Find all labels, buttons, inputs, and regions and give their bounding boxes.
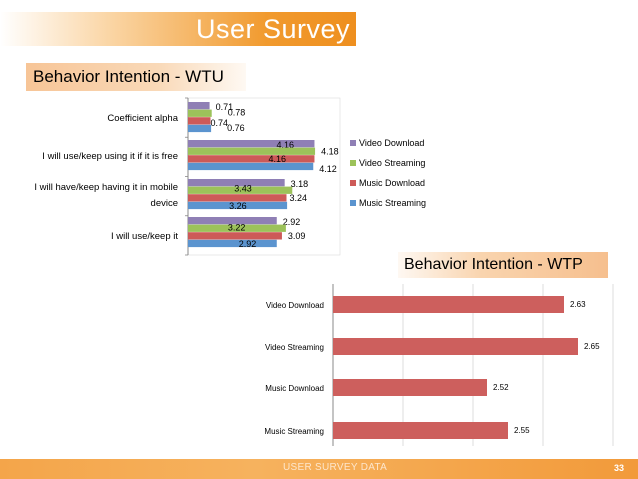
wtp-data-label: 2.52 <box>493 383 509 392</box>
wtu-bar <box>188 140 315 148</box>
wtu-bar <box>188 217 277 225</box>
wtu-category-label: I will use/keep using it if it is free <box>42 151 178 162</box>
wtu-legend-swatch <box>350 160 356 166</box>
wtu-data-label: 3.43 <box>234 184 252 194</box>
footer-text: USER SURVEY DATA <box>283 462 388 473</box>
wtu-data-label: 3.24 <box>289 193 307 203</box>
wtu-data-label: 0.74 <box>210 118 228 128</box>
wtu-category-label: I will use/keep it <box>111 231 178 242</box>
wtu-data-label: 3.09 <box>288 231 306 241</box>
wtu-bar <box>188 155 315 163</box>
wtu-bar <box>188 201 288 210</box>
wtp-category-label: Music Download <box>265 384 324 393</box>
wtu-category-label: I will have/keep having it in mobile <box>34 182 178 193</box>
title-banner: User Survey <box>0 12 356 46</box>
wtu-category-label: Coefficient alpha <box>107 113 178 124</box>
wtu-data-label: 3.22 <box>228 223 246 233</box>
wtu-legend-swatch <box>350 140 356 146</box>
wtp-section-title: Behavior Intention - WTP <box>404 256 583 273</box>
wtu-legend-label: Music Download <box>359 178 425 188</box>
wtu-legend-label: Video Download <box>359 138 424 148</box>
wtp-category-label: Music Streaming <box>264 427 324 436</box>
wtu-legend-swatch <box>350 200 356 206</box>
wtu-category-label: device <box>151 198 178 209</box>
wtu-legend-swatch <box>350 180 356 186</box>
footer-bar: USER SURVEY DATA 33 <box>0 459 638 479</box>
wtu-data-label: 2.92 <box>283 217 301 227</box>
wtu-section-banner: Behavior Intention - WTU <box>26 63 246 91</box>
wtp-bar <box>333 379 487 396</box>
wtu-bar <box>188 224 286 232</box>
wtu-data-label: 0.78 <box>228 108 246 118</box>
wtu-bar <box>188 124 212 133</box>
wtu-data-label: 3.26 <box>229 201 247 211</box>
page-title: User Survey <box>195 14 350 44</box>
wtu-data-label: 4.18 <box>321 147 339 157</box>
wtu-data-label: 0.76 <box>227 123 245 133</box>
wtu-bar <box>188 162 314 171</box>
wtp-section-banner: Behavior Intention - WTP <box>398 252 608 278</box>
wtu-bar <box>188 232 282 240</box>
wtu-bar <box>188 147 316 155</box>
wtu-bar <box>188 102 210 110</box>
wtp-data-label: 2.65 <box>584 342 600 351</box>
wtu-data-label: 4.16 <box>276 140 294 150</box>
wtp-bar <box>333 422 508 439</box>
wtp-bar <box>333 296 564 313</box>
wtu-data-label: 4.16 <box>268 154 286 164</box>
wtu-bar <box>188 109 212 117</box>
wtu-section-title: Behavior Intention - WTU <box>33 67 224 86</box>
wtp-data-label: 2.55 <box>514 426 530 435</box>
wtu-data-label: 3.18 <box>291 179 309 189</box>
wtu-legend-label: Music Streaming <box>359 198 426 208</box>
wtu-bar <box>188 186 293 194</box>
wtu-data-label: 2.92 <box>239 239 257 249</box>
wtp-category-label: Video Streaming <box>265 343 324 352</box>
wtu-bar <box>188 239 277 248</box>
wtu-data-label: 4.12 <box>319 164 337 174</box>
wtu-bar <box>188 179 285 187</box>
wtu-bar <box>188 194 287 202</box>
wtp-data-label: 2.63 <box>570 300 586 309</box>
wtp-category-label: Video Download <box>266 301 324 310</box>
page-number: 33 <box>613 463 624 473</box>
wtp-bar <box>333 338 578 355</box>
wtu-legend-label: Video Streaming <box>359 158 425 168</box>
wtu-bar <box>188 117 211 125</box>
wtu-data-label: 0.71 <box>216 102 234 112</box>
